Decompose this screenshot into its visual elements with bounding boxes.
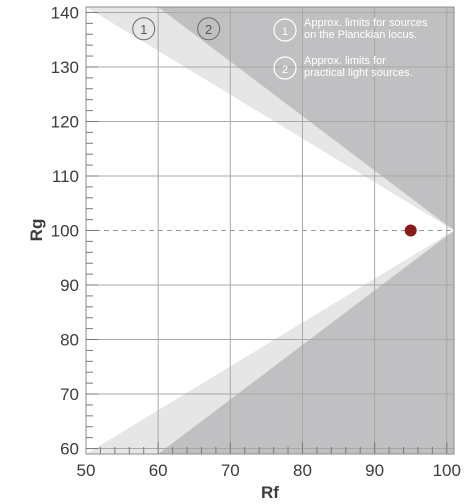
svg-text:1: 1 [140,22,147,37]
y-tick-label: 120 [51,112,79,131]
x-tick-label: 90 [365,461,384,480]
svg-text:1: 1 [282,26,288,38]
x-tick-label: 50 [77,461,96,480]
y-tick-label: 90 [60,276,79,295]
y-tick-label: 80 [60,331,79,350]
legend-text: on the Planckian locus. [304,29,417,41]
x-tick-label: 70 [221,461,240,480]
y-tick-label: 60 [60,440,79,459]
y-tick-label: 130 [51,58,79,77]
x-tick-labels: 50 60 70 80 90 100 [77,461,461,480]
region-marker-2: 2 [197,17,221,41]
y-tick-label: 70 [60,385,79,404]
y-tick-label: 140 [51,3,79,22]
x-axis-title: Rf [261,483,279,502]
region-marker-1: 1 [132,17,156,41]
y-tick-label: 100 [51,222,79,241]
x-tick-label: 60 [149,461,168,480]
legend-text: Approx. limits for [304,55,386,67]
x-tick-label: 80 [293,461,312,480]
minor-ticks [85,11,448,454]
legend-text: practical light sources. [304,67,413,79]
y-axis-title: Rg [27,219,46,242]
plot-frame [85,6,455,455]
y-tick-label: 110 [52,167,79,186]
data-point [404,224,417,237]
x-tick-label: 100 [433,461,461,480]
y-tick-labels: 60 70 80 90 100 110 120 130 140 [51,3,79,458]
legend-text: Approx. limits for sources [304,17,428,29]
svg-text:2: 2 [282,64,288,76]
svg-text:2: 2 [205,22,212,37]
data-points [404,224,417,237]
